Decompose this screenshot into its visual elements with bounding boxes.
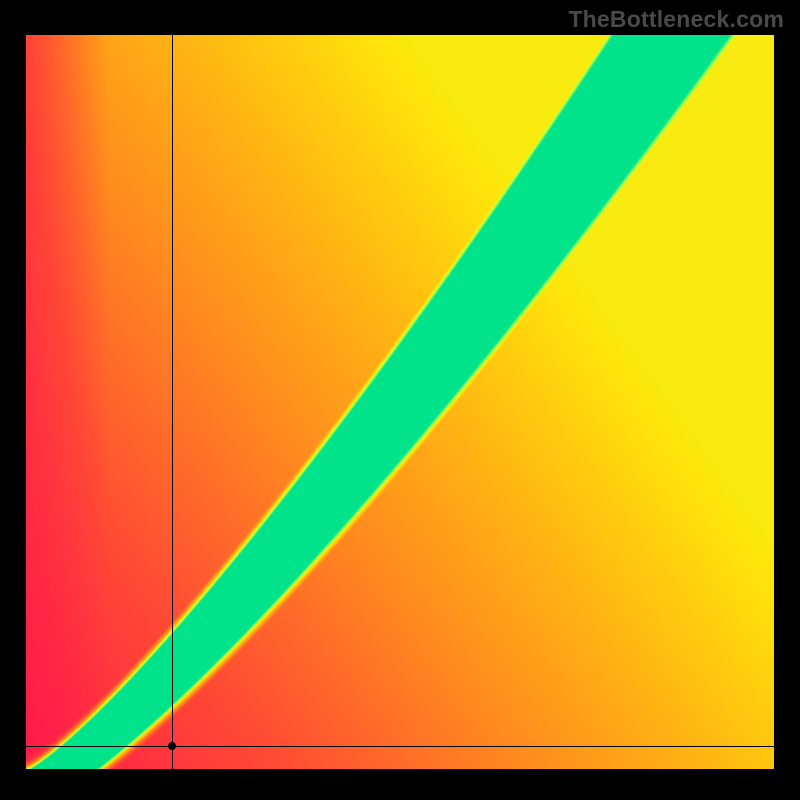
heatmap-canvas-wrap [26,35,774,769]
plot-area [26,35,774,769]
crosshair-horizontal [26,746,774,747]
watermark-text: TheBottleneck.com [568,6,784,33]
figure-container: { "watermark": { "text": "TheBottleneck.… [0,0,800,800]
crosshair-vertical [172,35,173,769]
crosshair-marker [168,742,176,750]
heatmap-canvas [26,35,774,769]
